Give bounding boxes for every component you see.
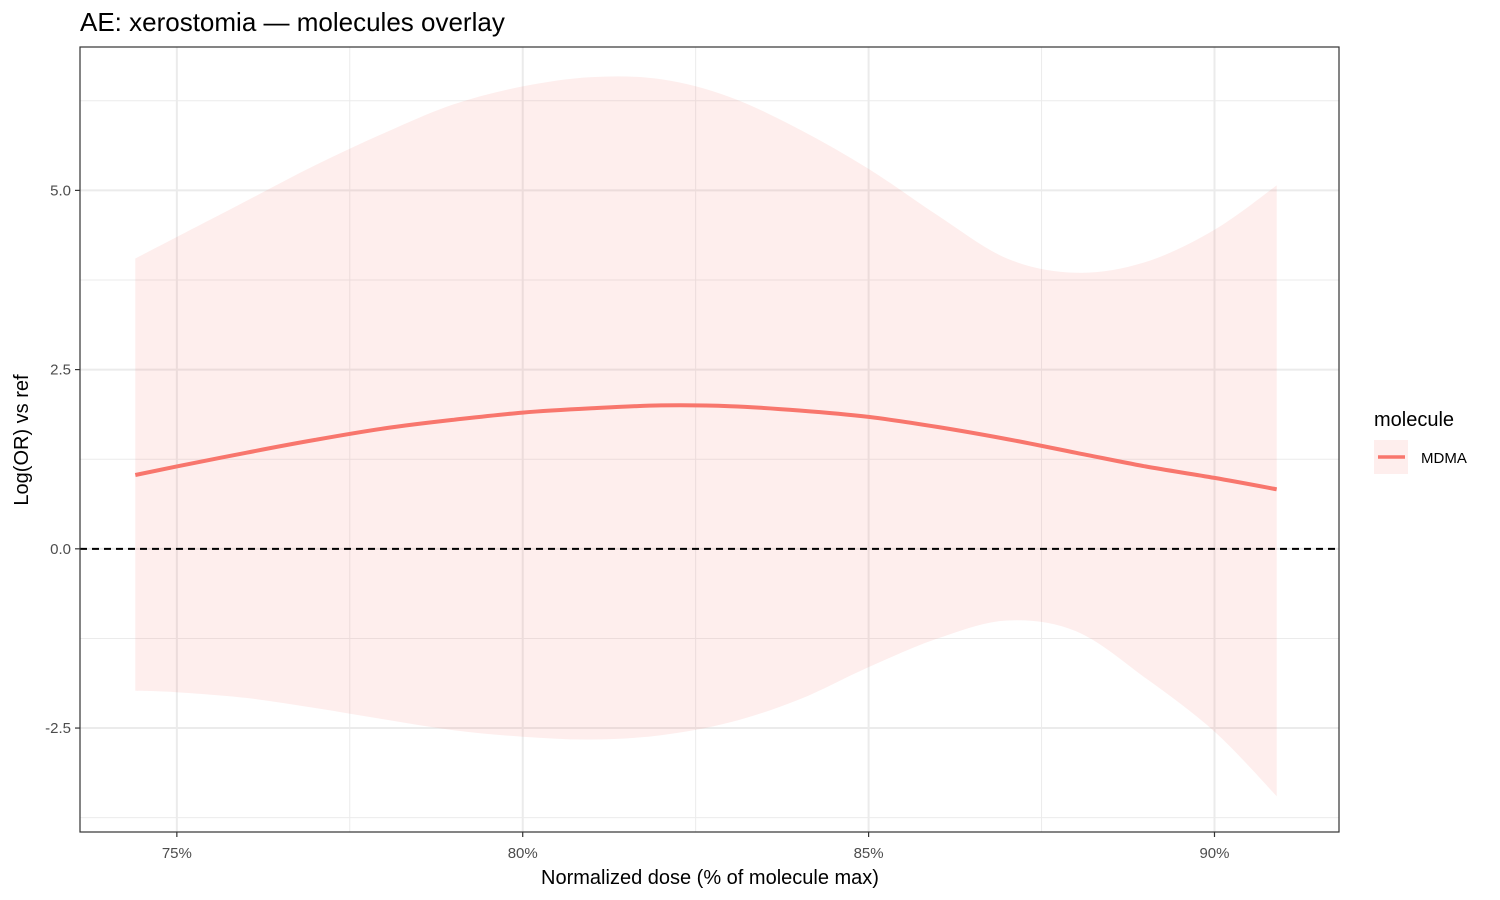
y-tick-label: 0.0 (50, 541, 71, 558)
y-tick-label: 5.0 (50, 182, 71, 199)
x-tick-label: 90% (1199, 845, 1229, 862)
chart-title: AE: xerostomia — molecules overlay (80, 7, 505, 37)
series-line-mdma (134, 403, 1278, 492)
x-axis: 75% 80% 85% 90% (162, 832, 1229, 862)
y-tick-label: -2.5 (45, 720, 71, 737)
x-tick-label: 85% (854, 845, 884, 862)
y-axis: -2.5 0.0 2.5 5.0 (45, 182, 80, 737)
plot-panel (79, 46, 1340, 833)
y-axis-title: Log(OR) vs ref (11, 374, 33, 506)
y-tick-label: 2.5 (50, 362, 71, 379)
confidence-band-mdma (135, 76, 1277, 797)
x-tick-label: 75% (162, 845, 192, 862)
legend-title: molecule (1374, 409, 1454, 431)
x-axis-title: Normalized dose (% of molecule max) (541, 867, 879, 889)
legend: molecule MDMA (1374, 409, 1467, 474)
x-tick-label: 80% (508, 845, 538, 862)
panel-background (80, 47, 1339, 832)
legend-label-mdma: MDMA (1421, 450, 1467, 467)
panel-border (79, 46, 1340, 833)
